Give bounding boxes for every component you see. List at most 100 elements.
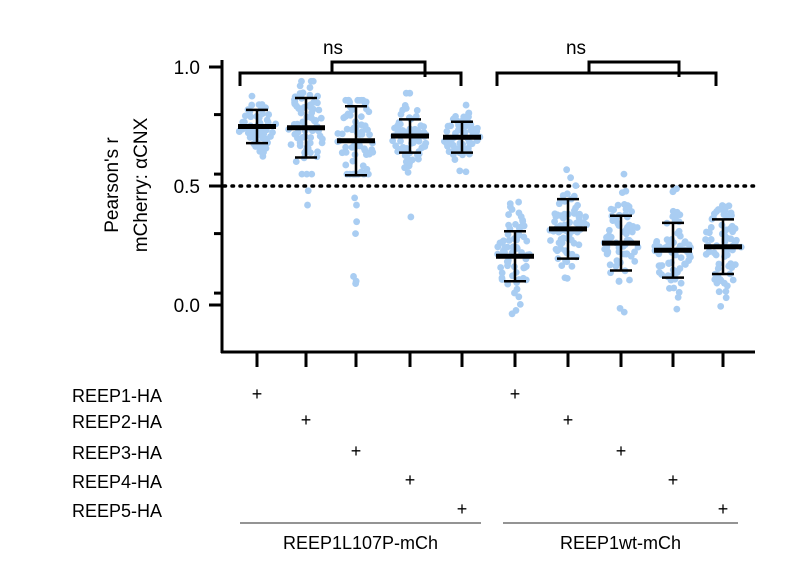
group-labels: REEP1L107P-mCh REEP1wt-mCh xyxy=(240,522,738,553)
data-point xyxy=(674,293,682,301)
data-point xyxy=(306,84,314,91)
data-point xyxy=(447,122,455,130)
data-point xyxy=(520,222,528,230)
data-point xyxy=(314,148,321,156)
data-point xyxy=(287,141,295,148)
plus-marker: + xyxy=(405,470,416,490)
row-label: REEP5-HA xyxy=(72,501,162,521)
data-point xyxy=(334,130,342,137)
data-point xyxy=(352,230,359,238)
data-point xyxy=(308,109,316,117)
data-point xyxy=(462,168,470,176)
significance-bracket-inner xyxy=(587,60,681,77)
significance-label: ns xyxy=(323,38,343,59)
data-point xyxy=(357,168,365,176)
data-point xyxy=(727,225,734,232)
data-point xyxy=(241,112,249,120)
data-point xyxy=(295,105,303,113)
data-point xyxy=(357,113,365,121)
data-point xyxy=(561,274,569,282)
data-point xyxy=(356,96,363,104)
data-point xyxy=(294,134,301,142)
data-point xyxy=(707,236,715,243)
data-point xyxy=(582,213,589,221)
data-point xyxy=(404,168,412,176)
data-point xyxy=(241,118,248,126)
data-point xyxy=(506,200,514,208)
data-point xyxy=(620,170,628,178)
data-point xyxy=(342,161,350,169)
plus-marker: + xyxy=(718,499,729,519)
data-point xyxy=(369,148,377,156)
row-label: REEP1-HA xyxy=(72,386,162,406)
data-point xyxy=(705,228,713,236)
data-point xyxy=(360,145,368,153)
data-point xyxy=(392,142,400,150)
data-point xyxy=(407,213,415,221)
data-point xyxy=(633,224,641,231)
data-point xyxy=(357,121,365,129)
data-point xyxy=(555,200,563,208)
data-point xyxy=(498,276,506,283)
data-point xyxy=(631,257,639,265)
data-point xyxy=(307,77,315,85)
data-point xyxy=(444,139,452,147)
data-point xyxy=(317,114,325,122)
data-point xyxy=(708,215,716,223)
data-point xyxy=(504,259,512,266)
data-point xyxy=(575,241,583,249)
data-point xyxy=(722,294,730,302)
data-point xyxy=(656,262,664,270)
data-point xyxy=(500,237,508,245)
data-point xyxy=(307,134,315,141)
significance-label: ns xyxy=(566,38,586,59)
data-point xyxy=(725,202,733,210)
data-point xyxy=(717,205,725,213)
data-point xyxy=(722,287,730,295)
y-tick-label: 0.0 xyxy=(174,296,200,317)
data-point xyxy=(307,101,314,109)
data-point xyxy=(670,284,678,292)
plus-marker: + xyxy=(668,470,679,490)
data-point xyxy=(417,122,425,130)
error-bars-layer xyxy=(238,96,742,283)
data-point xyxy=(397,110,405,118)
data-point xyxy=(456,167,464,175)
data-point xyxy=(462,101,470,109)
data-point xyxy=(252,143,260,150)
data-point xyxy=(397,137,404,145)
data-point xyxy=(303,170,311,178)
data-point xyxy=(269,129,276,136)
data-point xyxy=(558,239,566,247)
data-point xyxy=(618,189,626,197)
data-point xyxy=(358,131,366,138)
data-point xyxy=(465,113,472,121)
data-point xyxy=(728,264,736,271)
data-point xyxy=(249,127,257,135)
data-point xyxy=(292,158,300,165)
data-point xyxy=(505,211,512,218)
data-point xyxy=(466,139,473,146)
data-point xyxy=(248,101,256,109)
data-point xyxy=(515,231,523,239)
data-point xyxy=(622,230,630,238)
group-label: REEP1L107P-mCh xyxy=(283,533,438,553)
data-point xyxy=(705,248,713,256)
data-point xyxy=(265,111,273,118)
significance-bracket-outer xyxy=(495,71,718,86)
significance-bracket-outer xyxy=(238,71,463,86)
data-point xyxy=(727,235,735,243)
data-point xyxy=(624,223,631,231)
data-point xyxy=(603,250,611,258)
data-point xyxy=(606,261,614,269)
data-point xyxy=(568,262,576,270)
data-point xyxy=(663,236,671,244)
data-point xyxy=(304,187,312,195)
data-point xyxy=(628,228,636,236)
data-point xyxy=(517,213,525,220)
data-point xyxy=(344,96,352,104)
data-point xyxy=(570,192,578,200)
data-point xyxy=(624,205,632,212)
data-point xyxy=(717,302,725,310)
